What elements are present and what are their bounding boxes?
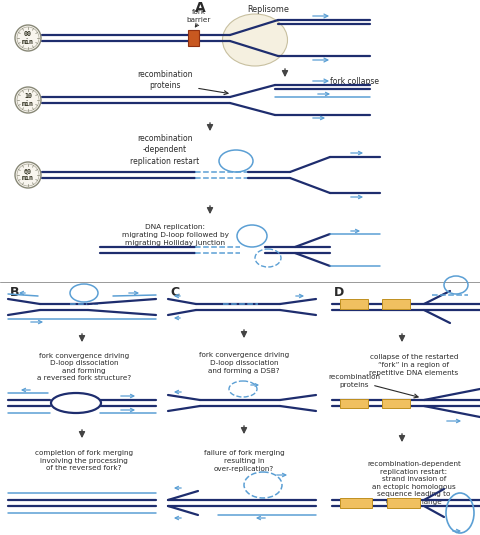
Text: DNA replication:
migrating D-loop followed by
migrating Holliday junction: DNA replication: migrating D-loop follow… [121,225,228,246]
Text: fork convergence driving
D-loop dissociation
and forming
a reversed fork structu: fork convergence driving D-loop dissocia… [37,353,131,381]
Circle shape [15,25,41,51]
Circle shape [15,87,41,113]
Ellipse shape [223,14,288,66]
Bar [382,399,410,408]
Text: 10
min: 10 min [22,94,34,106]
Bar [382,299,410,309]
Bar [188,30,199,46]
Text: recombination
-dependent
replication restart: recombination -dependent replication res… [131,134,200,166]
Text: C: C [170,286,179,299]
Text: fork collapse: fork collapse [330,77,379,86]
Text: 00
min: 00 min [22,32,34,44]
Text: collapse of the restarted
“fork” in a region of
repetitive DNA elements: collapse of the restarted “fork” in a re… [370,355,458,376]
Text: B: B [10,286,20,299]
Bar [340,399,368,408]
Text: A: A [195,1,206,15]
Circle shape [15,162,41,188]
Bar [387,498,420,508]
Text: Replisome: Replisome [247,4,289,13]
Text: failure of fork merging
resulting in
over-replication?: failure of fork merging resulting in ove… [204,450,284,471]
Text: D: D [334,286,344,299]
Text: 60
min: 60 min [22,169,34,181]
Text: recombination
proteins: recombination proteins [328,374,380,388]
Bar [340,498,372,508]
Text: recombination
proteins: recombination proteins [137,70,193,90]
Text: fork
barrier: fork barrier [187,9,211,23]
Text: fork convergence driving
D-loop dissociation
and forming a DSB?: fork convergence driving D-loop dissocia… [199,353,289,373]
Text: recombination-dependent
replication restart:
strand invasion of
an ectopic homol: recombination-dependent replication rest… [367,461,461,505]
Text: completion of fork merging
involving the processing
of the reversed fork?: completion of fork merging involving the… [35,450,133,471]
Bar [340,299,368,309]
